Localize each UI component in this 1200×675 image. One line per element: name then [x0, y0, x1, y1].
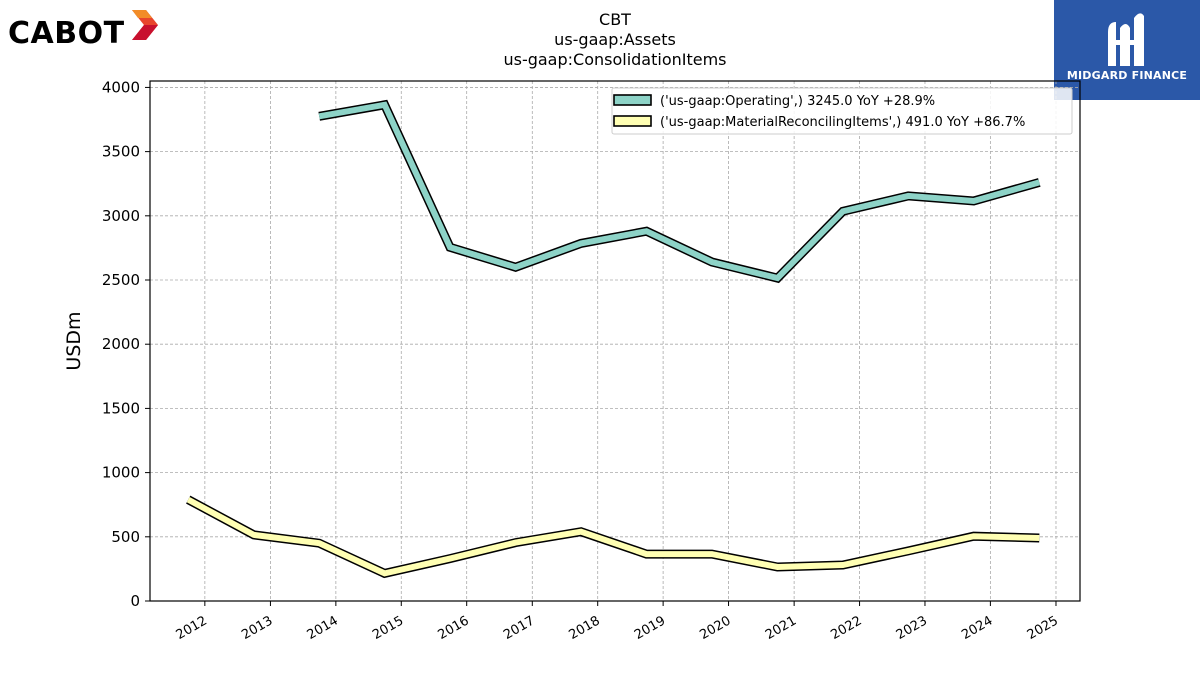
- chart-title-line-3: us-gaap:ConsolidationItems: [503, 50, 727, 69]
- cabot-chevron-icon: [132, 10, 158, 40]
- midgard-logo-text: MIDGARD FINANCE: [1066, 69, 1188, 82]
- y-tick-label: 3000: [102, 207, 140, 225]
- legend: ('us-gaap:Operating',) 3245.0 YoY +28.9%…: [611, 87, 1073, 135]
- x-tick-label: 2012: [174, 613, 210, 643]
- x-tick-label: 2017: [501, 613, 537, 643]
- x-tick-label: 2014: [305, 613, 341, 643]
- chart-title-line-2: us-gaap:Assets: [554, 30, 676, 49]
- x-tick-label: 2023: [894, 613, 930, 643]
- chart-title: CBT us-gaap:Assets us-gaap:Consolidation…: [415, 10, 815, 70]
- y-tick-label: 2500: [102, 271, 140, 289]
- grid-layer: [150, 81, 1080, 602]
- cabot-logo-text: CABOT: [8, 16, 125, 51]
- x-tick-label: 2019: [632, 613, 668, 643]
- legend-entry: ('us-gaap:MaterialReconcilingItems',) 49…: [660, 115, 1025, 130]
- series-1-line: [186, 496, 1040, 577]
- legend-swatch: [613, 94, 652, 106]
- x-tick-label: 2020: [697, 613, 733, 643]
- legend-entry: ('us-gaap:Operating',) 3245.0 YoY +28.9%: [660, 94, 935, 109]
- x-tick-label: 2016: [436, 613, 472, 643]
- y-tick-label: 2000: [102, 335, 140, 353]
- y-tick-label: 4000: [102, 78, 140, 96]
- midgard-mark-icon: [1108, 13, 1144, 66]
- x-tick-label: 2013: [239, 613, 275, 643]
- x-tick-label: 2025: [1025, 613, 1061, 643]
- x-tick-label: 2018: [567, 613, 603, 643]
- x-tick-label: 2022: [828, 613, 864, 643]
- cabot-logo: CABOT: [4, 4, 164, 54]
- legend-swatch: [613, 115, 652, 127]
- y-tick-label: 1500: [102, 399, 140, 417]
- series-0-line: [318, 101, 1041, 282]
- midgard-finance-logo: MIDGARD FINANCE: [1054, 0, 1200, 100]
- y-tick-label: 1000: [102, 464, 140, 482]
- y-tick-label: 0: [130, 592, 140, 610]
- legend-box: [611, 87, 1073, 135]
- y-tick-label: 3500: [102, 143, 140, 161]
- y-axis-label: USDm: [63, 311, 85, 370]
- x-tick-label: 2024: [959, 613, 995, 643]
- series-layer: [186, 99, 1041, 579]
- x-axis: 2012 2013 2014 2015 2016 2017 2018 2019 2020 2021…: [174, 601, 1061, 643]
- y-tick-label: 500: [111, 528, 140, 546]
- chart-title-line-1: CBT: [599, 10, 631, 29]
- plot-frame: [149, 80, 1081, 602]
- x-tick-label: 2015: [370, 613, 406, 643]
- y-axis: 0 500 1000 1500 2000 2500 3000 3500 4000: [102, 78, 150, 610]
- x-tick-label: 2021: [763, 613, 799, 643]
